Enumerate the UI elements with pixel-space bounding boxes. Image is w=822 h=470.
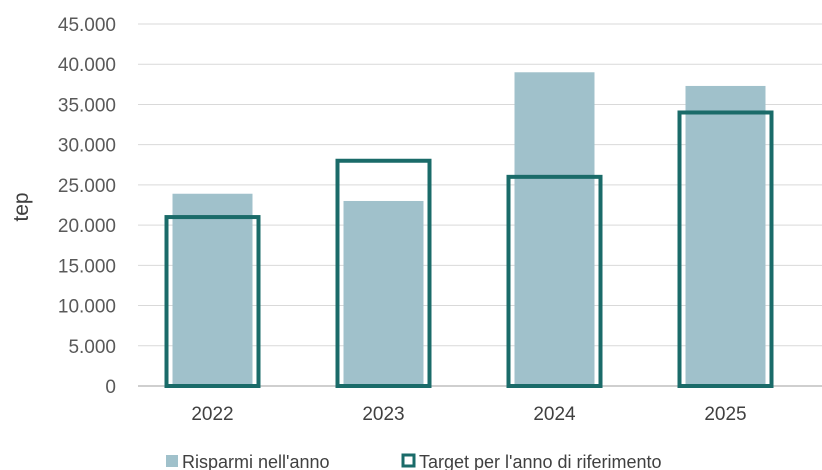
legend-swatch-target	[401, 453, 416, 468]
x-tick-label: 2023	[362, 404, 404, 425]
bar-risparmi-2024	[514, 72, 595, 387]
y-tick-label: 40.000	[58, 55, 116, 76]
x-tick-label: 2022	[191, 404, 233, 425]
bar-target-2024	[506, 174, 603, 388]
y-tick-label: 30.000	[58, 136, 116, 157]
y-axis-title: tep	[10, 192, 33, 221]
bar-risparmi-2025	[685, 85, 766, 386]
legend-label-risparmi: Risparmi nell'anno	[182, 452, 330, 470]
bar-risparmi-2022	[172, 193, 253, 386]
y-tick-label: 20.000	[58, 216, 116, 237]
bar-target-2022	[164, 215, 261, 388]
bars	[164, 72, 774, 388]
y-tick-label: 0	[105, 377, 116, 398]
legend-swatch-risparmi	[166, 455, 178, 467]
bar-risparmi-2023	[343, 200, 424, 386]
y-tick-label: 25.000	[58, 176, 116, 197]
bar-target-2025	[677, 110, 774, 388]
legend-label-target: Target per l'anno di riferimento	[419, 452, 662, 470]
legend: Risparmi nell'anno Target per l'anno di r…	[166, 452, 662, 470]
y-tick-label: 10.000	[58, 297, 116, 318]
y-tick-label: 45.000	[58, 15, 116, 36]
x-axis-ticks: 2022 2023 2024 2025	[191, 404, 746, 425]
y-tick-label: 5.000	[68, 337, 116, 358]
y-tick-label: 15.000	[58, 256, 116, 277]
bar-target-2023	[335, 158, 432, 388]
x-tick-label: 2024	[533, 404, 576, 425]
x-tick-label: 2025	[704, 404, 746, 425]
y-tick-label: 35.000	[58, 95, 116, 116]
y-axis-ticks: 0 5.000 10.000 15.000 20.000 25.000 30.000 35.0…	[58, 15, 116, 398]
